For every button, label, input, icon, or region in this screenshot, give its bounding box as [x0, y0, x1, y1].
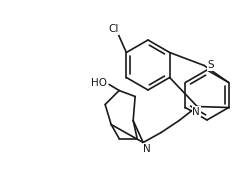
- Text: N: N: [192, 107, 200, 117]
- Text: N: N: [143, 143, 151, 154]
- Text: HO: HO: [91, 77, 107, 87]
- Text: S: S: [208, 61, 215, 70]
- Text: Cl: Cl: [108, 25, 118, 35]
